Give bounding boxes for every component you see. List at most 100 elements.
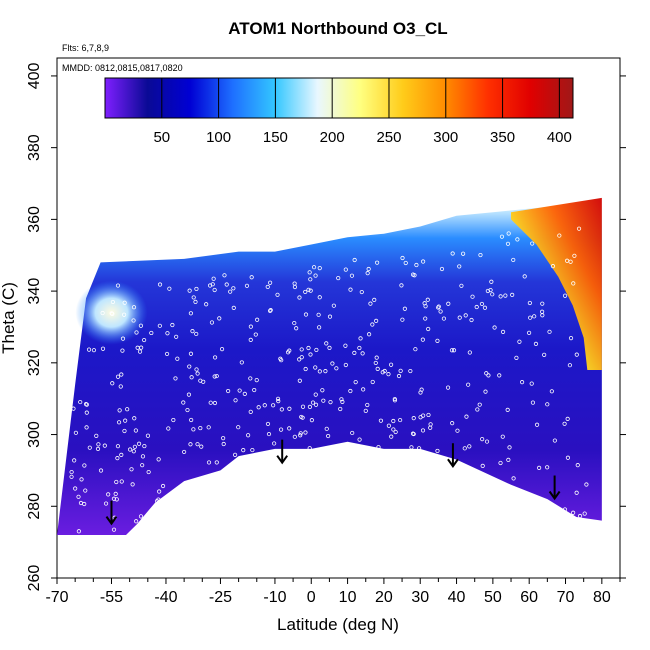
x-tick-label: 20 [375,589,393,606]
sample-point [250,447,255,453]
sample-point [133,428,138,433]
sample-point [499,234,505,239]
sample-point [145,433,151,438]
sample-point [87,445,92,450]
sample-point [534,422,540,427]
colorbar-tick-label: 150 [263,129,288,146]
sample-point [482,305,488,310]
sample-point [248,337,253,342]
sample-point [231,305,236,310]
sample-point [403,260,408,266]
sample-point [515,237,520,242]
sample-point [166,426,171,431]
sample-point [131,318,136,323]
high-ozone-region [511,197,602,370]
sample-point [400,317,405,322]
sample-point [115,283,121,288]
sample-point [328,400,333,405]
sample-point [374,260,380,265]
colorbar: 50 100 150 200 250 300 350 400 [104,77,574,146]
sample-point [507,445,512,450]
sample-point [303,430,308,435]
sample-point [267,280,273,285]
sample-point [486,373,491,378]
sample-point [287,426,292,431]
chart-title: ATOM1 Northbound O3_CL [228,19,447,38]
sample-point [171,417,176,423]
sample-point [100,346,106,351]
sample-point [527,300,532,306]
sample-point [209,320,215,325]
sample-point [212,287,217,293]
sample-point [236,425,241,430]
sample-point [266,431,272,437]
sample-point [327,314,333,319]
sample-point [94,433,99,438]
sample-point [78,399,83,405]
sample-point [217,316,222,321]
sample-point [409,445,414,450]
sample-point [343,343,348,348]
sample-point [522,274,527,279]
sample-point [421,259,426,264]
sample-point [181,400,186,405]
sample-point [134,330,139,335]
sample-point [188,442,193,447]
sample-point [350,430,355,436]
sample-point [530,241,535,246]
sample-point [86,347,92,352]
y-tick-label: 260 [26,565,43,592]
sample-point [311,265,317,270]
arrow-marker [105,500,118,526]
colorbar-tick-label: 300 [433,129,458,146]
sample-point [138,323,144,328]
sample-point [466,382,471,387]
sample-point [167,286,172,291]
sample-point [122,428,127,434]
sample-point [188,311,194,316]
y-tick-label: 300 [26,421,43,448]
sample-point [576,226,582,231]
x-tick-label: -25 [209,589,232,606]
sample-point [375,366,380,371]
sample-point [358,336,363,341]
x-tick-label: 0 [307,589,316,606]
sample-point [265,421,271,427]
sample-point [402,306,407,311]
sample-point [210,282,215,287]
sample-point [411,416,416,421]
sample-point [320,388,325,393]
sample-point [115,374,121,379]
sample-point [532,314,537,319]
sample-point [100,310,105,316]
sample-point [268,308,273,313]
sample-point [489,279,494,284]
sample-point [373,360,378,366]
sample-point [360,351,365,356]
sample-point [393,429,398,435]
sample-point [241,448,246,453]
sample-point [254,377,259,383]
sample-point [540,309,545,314]
sample-point [330,361,335,366]
sample-point [303,312,309,317]
sample-point [142,443,147,449]
sample-point [540,301,545,306]
sample-point [165,331,170,336]
x-tick-label: 50 [484,589,502,606]
sample-point [79,477,84,482]
sample-point [565,455,571,460]
sample-point [298,431,303,436]
sample-point [307,270,312,275]
sample-point [324,426,329,431]
sample-point [267,308,273,313]
sample-point [122,300,127,305]
sample-point [156,497,161,502]
sample-point [119,452,124,457]
sample-point [138,514,144,519]
arrow-head [105,516,118,526]
flights-note: Flts: 6,7,8,9 [62,43,109,53]
sample-point [299,355,304,360]
sample-point [326,433,331,439]
